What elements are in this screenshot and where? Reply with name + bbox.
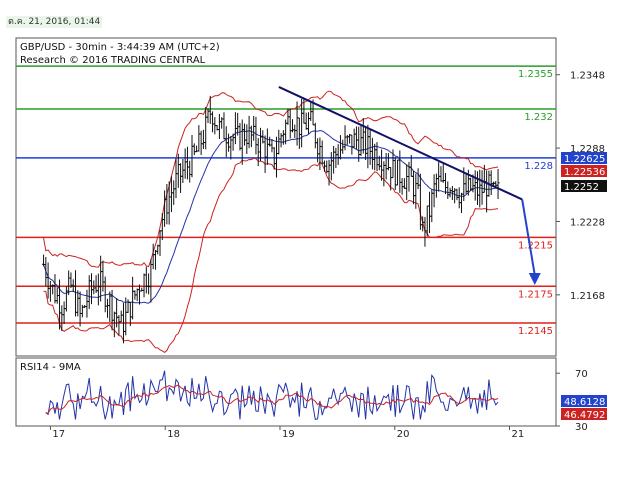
candles-layer	[41, 95, 500, 344]
rsi-tick-label-0: 70	[575, 369, 588, 380]
svg-text:48.6128: 48.6128	[564, 397, 605, 408]
projection-arrowhead	[528, 273, 541, 286]
price-box-2: 1.2252	[561, 180, 607, 193]
y-tick-label-1: 1.2288	[570, 144, 605, 155]
x-tick-label-4: 21	[512, 429, 525, 440]
timestamp: ต.ค. 21, 2016, 01:44	[6, 16, 103, 28]
rsi-box-0: 48.6128	[561, 395, 607, 408]
svg-text:1.22536: 1.22536	[564, 167, 605, 178]
level-label-5: 1.2145	[518, 326, 553, 337]
time-axis: 17 18 19 20 21	[49, 426, 525, 440]
x-tick-label-3: 20	[397, 429, 410, 440]
svg-text:1.22625: 1.22625	[564, 154, 605, 165]
rsi-ma-line	[45, 384, 499, 415]
bollinger-upper	[43, 90, 499, 268]
rsi-tick-label-1: 30	[575, 422, 588, 433]
x-tick-label-1: 18	[167, 429, 180, 440]
chart-subtitle: Research © 2016 TRADING CENTRAL	[20, 55, 206, 66]
svg-text:1.2252: 1.2252	[564, 182, 599, 193]
candle-199	[496, 168, 500, 199]
rsi-label: RSI14 - 9MA	[20, 362, 81, 373]
y-tick-label-3: 1.2168	[570, 291, 605, 302]
y-tick-label-0: 1.2348	[570, 71, 605, 82]
price-axis: 1.2348 1.2288 1.2228 1.2168 1.22625 1.22536 1.…	[556, 71, 607, 302]
rsi-layer: 70 30 48.6128 46.4792	[45, 369, 607, 433]
x-tick-label-2: 19	[282, 429, 295, 440]
rsi-panel-frame	[15, 357, 557, 427]
projection-line	[521, 199, 536, 276]
level-label-2: 1.228	[524, 161, 553, 172]
x-tick-label-0: 17	[52, 429, 65, 440]
moving-average	[43, 129, 499, 304]
level-label-4: 1.2175	[518, 289, 553, 300]
level-label-1: 1.232	[524, 112, 553, 123]
rsi-box-1: 46.4792	[561, 408, 607, 421]
chart-title: GBP/USD - 30min - 3:44:39 AM (UTC+2)	[20, 42, 220, 53]
level-label-0: 1.2355	[518, 69, 553, 80]
levels-layer: 1.2355 1.232 1.228 1.2215 1.2175 1.2145	[16, 65, 556, 337]
price-box-0: 1.22625	[561, 152, 607, 165]
y-tick-label-2: 1.2228	[570, 217, 605, 228]
level-label-3: 1.2215	[518, 240, 553, 251]
header-bar: ต.ค. 21, 2016, 01:44	[0, 0, 626, 32]
price-box-1: 1.22536	[561, 165, 607, 178]
rsi-line	[45, 370, 499, 421]
trendline	[278, 86, 523, 201]
svg-text:46.4792: 46.4792	[564, 410, 605, 421]
trendline-layer	[278, 86, 541, 286]
